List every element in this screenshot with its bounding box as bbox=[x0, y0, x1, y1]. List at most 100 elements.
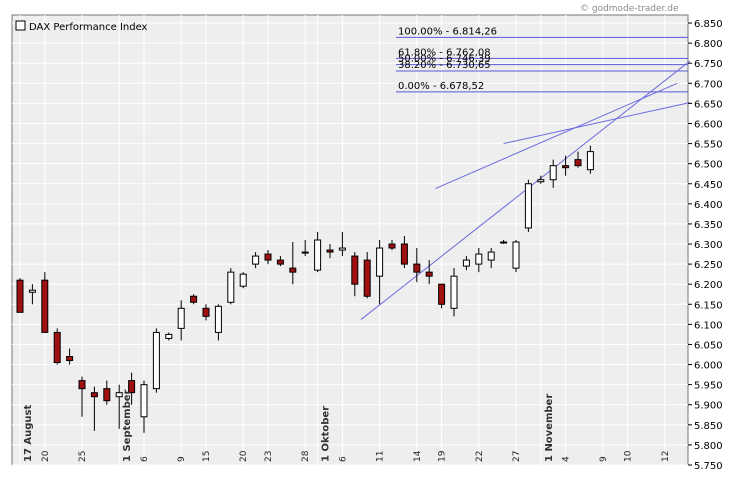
x-month-label: 1 November bbox=[544, 394, 555, 462]
candle-up bbox=[338, 247, 346, 251]
candle-up bbox=[28, 289, 36, 293]
fib-label: 38.20% - 6.730,65 bbox=[398, 60, 491, 71]
y-tick-label: 6.800 bbox=[694, 39, 723, 50]
y-tick-label: 6.050 bbox=[694, 340, 723, 351]
x-day-label: 6 bbox=[140, 456, 150, 462]
candle-down bbox=[289, 267, 297, 273]
y-tick-label: 5.950 bbox=[694, 381, 723, 392]
candle-up bbox=[586, 151, 594, 171]
y-tick-label: 6.700 bbox=[694, 79, 723, 90]
candle-up bbox=[549, 165, 557, 181]
candle-up bbox=[214, 305, 222, 333]
x-day-label: 6 bbox=[338, 456, 348, 462]
y-tick-label: 6.550 bbox=[694, 140, 723, 151]
candle-down bbox=[413, 263, 421, 273]
candle-down bbox=[78, 380, 86, 390]
x-day-label: 20 bbox=[239, 450, 249, 462]
candle-up bbox=[239, 273, 247, 287]
y-tick-label: 6.600 bbox=[694, 119, 723, 130]
x-day-label: 14 bbox=[413, 450, 423, 462]
candle-down bbox=[363, 259, 371, 297]
y-tick-label: 6.500 bbox=[694, 160, 723, 171]
candle-up bbox=[450, 275, 458, 309]
x-day-label: 22 bbox=[475, 451, 485, 462]
candle-up bbox=[500, 241, 508, 244]
candle-up bbox=[512, 241, 520, 269]
x-day-label: 27 bbox=[512, 451, 522, 462]
y-tick-label: 6.750 bbox=[694, 59, 723, 70]
candle-up bbox=[537, 179, 545, 183]
candle-down bbox=[400, 243, 408, 265]
candle-up bbox=[487, 251, 495, 261]
plot-background bbox=[11, 14, 689, 466]
candle-up bbox=[524, 183, 532, 229]
candle-down bbox=[574, 159, 582, 167]
x-month-label: 17 August bbox=[23, 405, 34, 462]
y-tick-label: 6.250 bbox=[694, 260, 723, 271]
fib-label: 100.00% - 6.814,26 bbox=[398, 26, 497, 37]
candle-down bbox=[351, 255, 359, 285]
candle-up bbox=[177, 307, 185, 329]
y-axis-ticks: 6.850 6.800 6.750 6.700 6.650 6.600 6.550 6.500… bbox=[688, 19, 723, 472]
x-day-label: 23 bbox=[264, 451, 274, 462]
chart-title: DAX Performance Index bbox=[29, 22, 148, 33]
x-month-label: 1 Oktober bbox=[321, 406, 332, 462]
candle-down bbox=[53, 331, 61, 364]
candle-up bbox=[314, 239, 322, 271]
fibonacci-lines: 100.00% - 6.814,26 61.80% - 6.762,0850.00… bbox=[396, 26, 688, 93]
x-day-label: 19 bbox=[438, 450, 448, 462]
candle-down bbox=[276, 259, 284, 265]
candle-down bbox=[438, 283, 446, 305]
y-tick-label: 6.400 bbox=[694, 200, 723, 211]
y-tick-label: 6.000 bbox=[694, 361, 723, 372]
y-tick-label: 6.650 bbox=[694, 99, 723, 110]
candle-down bbox=[66, 356, 74, 362]
y-tick-label: 5.750 bbox=[694, 461, 723, 472]
candle-down bbox=[16, 279, 24, 313]
candle-up bbox=[152, 331, 160, 390]
candle-down bbox=[388, 243, 396, 249]
x-day-label: 10 bbox=[624, 450, 634, 462]
x-axis-labels: 20 25 6 9 15 20 23 28 6 11 14 19 22 27 4 9 10 12 17 August… bbox=[23, 389, 671, 462]
fib-label: 50.00% - 6.746,39 bbox=[398, 54, 491, 65]
y-tick-label: 6.450 bbox=[694, 180, 723, 191]
candle-down bbox=[202, 307, 210, 317]
candle-down bbox=[326, 249, 334, 253]
candle-down bbox=[128, 380, 136, 394]
y-tick-label: 6.300 bbox=[694, 240, 723, 251]
y-tick-label: 5.850 bbox=[694, 421, 723, 432]
x-day-label: 25 bbox=[78, 451, 88, 462]
candle-down bbox=[103, 388, 111, 402]
candle-down bbox=[264, 253, 272, 261]
x-day-label: 4 bbox=[562, 456, 572, 462]
candle-up bbox=[140, 384, 148, 418]
credit-text: © godmode-trader.de bbox=[580, 4, 679, 14]
candle-up bbox=[475, 253, 483, 265]
candle-down bbox=[90, 392, 98, 398]
y-tick-label: 6.200 bbox=[694, 280, 723, 291]
legend-swatch bbox=[15, 20, 26, 31]
gridlines bbox=[12, 15, 688, 466]
candle-down bbox=[41, 279, 49, 333]
x-day-label: 28 bbox=[301, 450, 311, 462]
candle-up bbox=[301, 251, 309, 254]
x-day-label: 9 bbox=[599, 456, 609, 462]
fib-label: 61.80% - 6.762,08 bbox=[398, 47, 491, 58]
trend-line bbox=[435, 82, 678, 190]
y-tick-label: 6.100 bbox=[694, 320, 723, 331]
y-tick-label: 6.350 bbox=[694, 220, 723, 231]
candle-up bbox=[115, 392, 123, 398]
candle-up bbox=[227, 271, 235, 303]
x-day-label: 15 bbox=[202, 451, 212, 462]
candle-up bbox=[165, 333, 173, 339]
candle-down bbox=[425, 271, 433, 277]
y-tick-label: 5.900 bbox=[694, 401, 723, 412]
trend-line bbox=[503, 102, 690, 145]
candle-up bbox=[462, 259, 470, 267]
candle-down bbox=[562, 165, 570, 169]
candlestick-series bbox=[16, 145, 594, 433]
candle-up bbox=[252, 255, 260, 265]
x-month-label: 1 September bbox=[122, 389, 133, 462]
y-tick-label: 6.850 bbox=[694, 19, 723, 30]
